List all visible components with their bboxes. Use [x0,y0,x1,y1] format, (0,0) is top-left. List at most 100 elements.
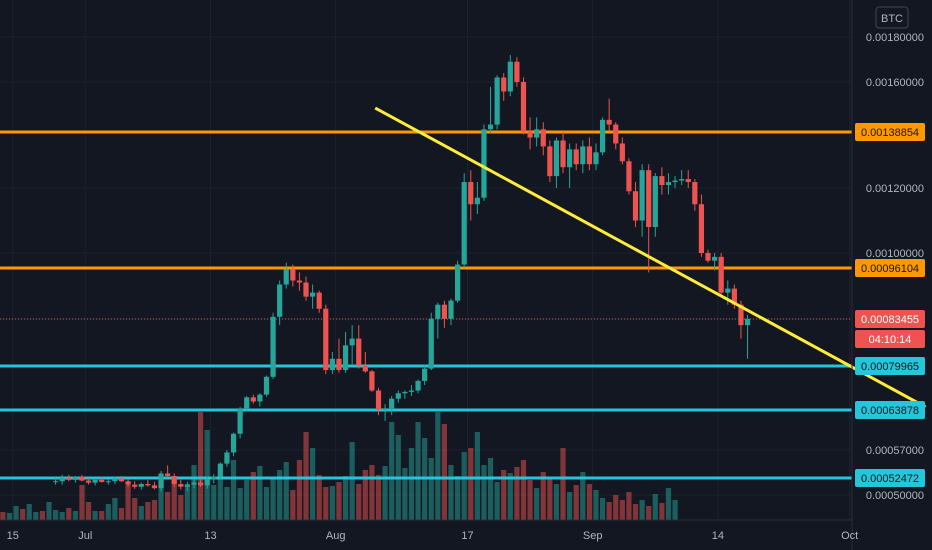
candle-body [448,300,454,319]
volume-bar [553,484,560,520]
volume-bar [118,508,125,520]
volume-bar [613,495,619,520]
price-axis[interactable]: 0.00180000 0.00160000 0.00120000 0.00100000… [851,0,924,550]
candle-body [66,477,72,480]
candle-body [474,197,480,205]
volume-bar [211,485,217,520]
candle-body [646,170,652,227]
volume-bar [112,498,118,520]
volume-bar [310,448,316,520]
candle-body [468,182,474,205]
volume-bar [244,480,250,520]
time-axis[interactable]: 15Jul13Aug17Sep14Oct19 [0,519,932,542]
time-tick-label: 14 [712,530,724,542]
price-tick-label: 0.00057000 [866,445,924,457]
candle-body [197,482,204,486]
candle-body [692,182,698,205]
candle-body [599,119,606,153]
candle-body [659,176,665,186]
candle-body [217,463,223,477]
volume-bar [481,465,487,520]
volume-bar [26,504,32,520]
candle-body [435,304,441,319]
level-badge-3-label: 0.00079965 [861,361,919,373]
time-tick-label: 15 [7,530,19,542]
level-badge-1-box [855,123,925,141]
candle-body [487,124,494,130]
volume-bar [303,432,309,520]
candle-body [698,204,705,253]
candle-body [99,479,105,482]
candle-body [204,479,210,486]
volume-bar [626,492,632,520]
volume-bar [534,488,540,520]
candle-body [712,256,718,261]
volume-bar [402,468,408,520]
candle-body [382,408,388,410]
candle-body [178,483,184,487]
candle-body [296,280,303,283]
volume-bar [296,460,303,520]
candle-body [151,485,158,489]
candle-body [53,481,59,483]
time-tick-label: 13 [204,530,216,542]
candle-body [428,318,434,369]
volume-bar [389,422,395,520]
candle-body [138,483,144,487]
volume-bar [428,458,434,520]
volume-bar [72,511,78,520]
horizontal-levels[interactable] [0,130,852,480]
volume-bar [39,511,46,520]
level-badge-2-box [855,259,925,277]
volume-bar [659,503,665,520]
candle-body [665,182,672,186]
volume-bar [527,480,533,520]
candle-body [79,476,85,481]
candle-body [567,149,573,168]
candle-body [547,146,553,177]
candle-body [540,129,546,147]
level-badge-4-box [855,401,925,419]
volume-bar [283,462,289,520]
volume-bar [184,484,190,520]
time-tick-label: 17 [461,530,473,542]
candle-body [441,304,448,319]
volume-bar [474,432,480,520]
volume-bar [270,478,276,520]
volume-bar [599,498,606,520]
currency-badge-box [875,6,909,29]
volume-bar [165,492,171,520]
volume-bar [665,488,672,520]
volume-bar [13,506,19,520]
volume-bar [336,482,342,520]
volume-bar [105,504,111,520]
price-tick-label: 0.00050000 [866,490,924,502]
volume-bar [652,494,658,520]
volume-bar [468,448,474,520]
candle-body [92,479,98,483]
volume-bar [290,490,296,520]
trendline-group[interactable] [374,106,927,409]
candle-body [402,391,408,394]
volume-bar [369,465,375,520]
level-badge-4-label: 0.00063878 [861,405,919,417]
candle-body [685,179,691,183]
candle-body [580,146,586,165]
candle-body [59,477,65,482]
candle-body [553,140,560,177]
volume-bar [461,452,467,520]
volume-bar [580,472,586,520]
volume-bars [0,412,678,520]
candle-body [507,61,513,92]
currency-label: BTC [881,13,903,25]
price-tick-label: 0.00120000 [866,183,924,195]
candle-body [718,256,724,293]
volume-bar [158,480,164,520]
candle-body [191,482,197,485]
candle-body [303,282,309,297]
time-tick-label: Jul [78,530,92,542]
volume-bar [204,430,210,520]
level-badge-5-box [855,469,925,487]
volume-bar [217,478,223,520]
